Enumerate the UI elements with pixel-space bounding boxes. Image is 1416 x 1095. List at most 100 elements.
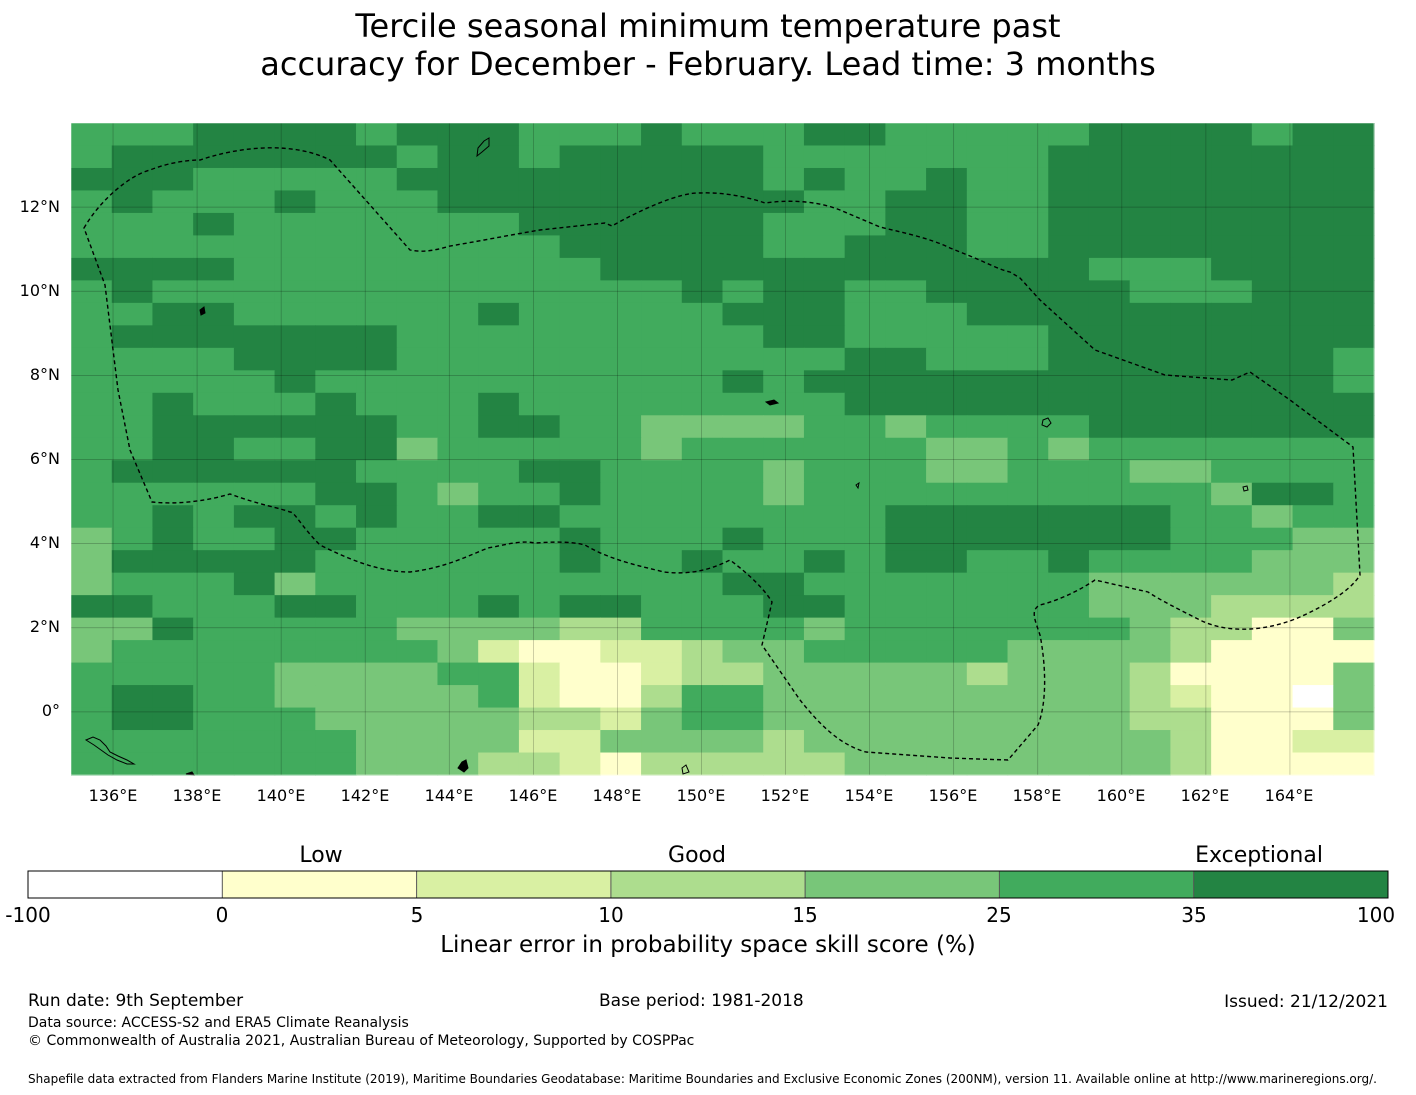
grid-cell	[356, 167, 398, 192]
grid-cell	[885, 707, 927, 731]
grid-cell	[1170, 460, 1212, 484]
island-palau	[84, 736, 136, 765]
grid-cell	[1292, 392, 1334, 416]
grid-cell	[1292, 572, 1334, 596]
grid-cell	[315, 640, 357, 664]
grid-cell	[722, 392, 764, 416]
grid-cell	[71, 370, 113, 394]
grid-cell	[71, 257, 113, 281]
grid-cell	[437, 325, 479, 349]
grid-cell	[274, 347, 316, 371]
colorbar-tick-label: -100	[5, 903, 51, 927]
grid-cell	[600, 370, 642, 394]
grid-cell	[844, 280, 886, 304]
grid-cell	[641, 145, 683, 169]
grid-cell	[1170, 123, 1212, 147]
grid-cell	[111, 707, 154, 731]
x-tick-label: 138°E	[172, 786, 222, 805]
grid-cell	[966, 640, 1009, 664]
grid-cell	[844, 617, 886, 641]
colorbar-swatch-1	[222, 871, 417, 898]
grid-cell	[1211, 505, 1253, 529]
grid-cell	[478, 392, 520, 416]
grid-cell	[844, 640, 886, 664]
grid-cell	[1292, 257, 1334, 281]
grid-cell	[763, 347, 805, 371]
grid-cell	[1007, 325, 1049, 349]
grid-cell	[559, 505, 601, 529]
grid-cell	[111, 550, 154, 574]
grid-cell	[926, 595, 968, 619]
grid-cell	[1251, 572, 1294, 596]
grid-cell	[315, 325, 357, 349]
island-yap	[199, 306, 206, 316]
grid-cell	[315, 437, 357, 461]
grid-cell	[1088, 347, 1131, 371]
grid-cell	[1333, 302, 1375, 326]
grid-cell	[396, 685, 439, 709]
grid-cell	[600, 257, 642, 281]
grid-cell	[1048, 392, 1090, 416]
grid-cell	[437, 730, 479, 754]
grid-cell	[1170, 212, 1212, 237]
grid-cell	[1088, 527, 1131, 551]
grid-cell	[844, 685, 886, 709]
grid-cell	[885, 145, 927, 169]
grid-cell	[1292, 640, 1334, 664]
grid-cell	[396, 190, 439, 214]
grid-cell	[233, 257, 276, 281]
grid-cell	[478, 325, 520, 349]
grid-cell	[71, 460, 113, 484]
grid-cell	[559, 437, 601, 461]
grid-cell	[71, 190, 113, 214]
grid-cell	[1251, 595, 1294, 619]
grid-cell	[600, 707, 642, 731]
grid-cell	[722, 302, 764, 326]
grid-cell	[1129, 617, 1172, 641]
colorbar-tick-label: 35	[1181, 903, 1207, 927]
x-tick-label: 164°E	[1264, 786, 1314, 805]
grid-cell	[559, 662, 601, 686]
grid-cell	[763, 617, 805, 641]
grid-cell	[844, 235, 886, 259]
grid-cell	[1048, 595, 1090, 619]
grid-cell	[1292, 595, 1334, 619]
grid-cell	[1088, 325, 1131, 349]
grid-cell	[193, 145, 235, 169]
x-tick-label: 148°E	[592, 786, 642, 805]
grid-cell	[681, 685, 724, 709]
grid-cell	[315, 167, 357, 192]
grid-cell	[396, 280, 439, 304]
grid-cell	[1251, 685, 1294, 709]
grid-cell	[641, 235, 683, 259]
grid-cell	[437, 257, 479, 281]
grid-cell	[926, 190, 968, 214]
grid-cell	[396, 595, 439, 619]
grid-cell	[763, 235, 805, 259]
grid-cell	[1088, 190, 1131, 214]
grid-cell	[274, 707, 316, 731]
grid-cell	[763, 730, 805, 754]
grid-cell	[1170, 730, 1212, 754]
island-chuuk	[1041, 417, 1052, 428]
grid-cell	[1251, 190, 1294, 214]
chart-title-line1: Tercile seasonal minimum temperature pas…	[355, 7, 1061, 45]
grid-cell	[641, 347, 683, 371]
grid-cell	[71, 392, 113, 416]
grid-cell	[844, 145, 886, 169]
grid-cell	[193, 370, 235, 394]
grid-cell	[600, 662, 642, 686]
grid-cell	[1292, 145, 1334, 169]
grid-cell	[1292, 437, 1334, 461]
grid-cell	[966, 730, 1009, 754]
grid-cell	[1170, 145, 1212, 169]
grid-cell	[193, 123, 235, 147]
grid-cell	[1211, 302, 1253, 326]
colorbar-tick-label: 100	[1356, 903, 1396, 927]
grid-cell	[152, 505, 194, 529]
grid-cell	[844, 595, 886, 619]
grid-cell	[396, 482, 439, 506]
grid-cell	[1129, 640, 1172, 664]
grid-cell	[763, 257, 805, 281]
grid-cell	[559, 617, 601, 641]
